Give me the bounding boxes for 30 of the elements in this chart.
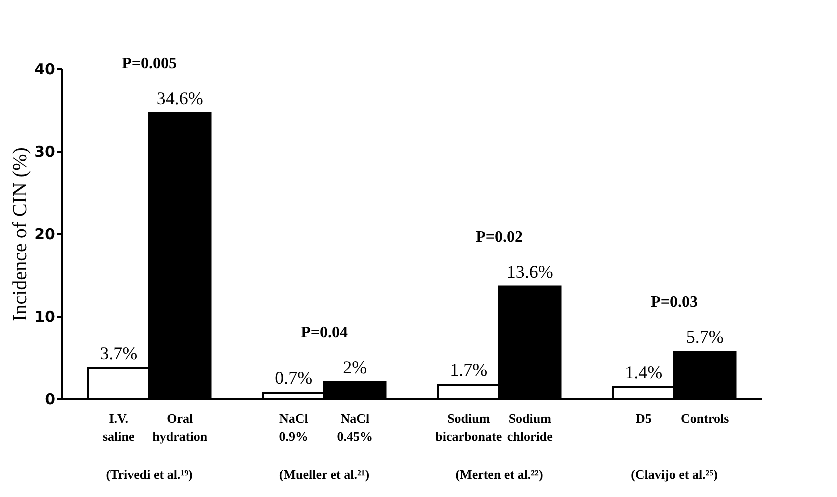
data-label: 3.7% bbox=[100, 343, 138, 364]
data-label: 13.6% bbox=[506, 262, 554, 282]
y-tick-label: 0 bbox=[45, 390, 56, 408]
x-tick-label: NaCl 0.9% bbox=[279, 411, 309, 444]
x-tick-label: Sodium bicarbonate bbox=[436, 411, 502, 444]
text: (Trivedi et al.¹⁹) bbox=[106, 467, 193, 482]
data-label: 1.7% bbox=[450, 360, 488, 380]
y-axis-title: Incidence of CIN (%) bbox=[10, 148, 32, 322]
text: (Merten et al.²²) bbox=[456, 467, 544, 482]
annotation: P=0.04 bbox=[301, 324, 348, 342]
data-label: 5.7% bbox=[686, 326, 724, 347]
data-label: 0.7% bbox=[275, 368, 313, 388]
data-label: 34.6% bbox=[156, 88, 204, 109]
annotation: P=0.005 bbox=[122, 56, 177, 73]
x-tick-label: Oral hydration bbox=[152, 411, 208, 444]
data-label: 2% bbox=[343, 358, 368, 378]
y-tick-label: 30 bbox=[34, 143, 56, 161]
annotation: P=0.03 bbox=[651, 294, 698, 311]
annotation: P=0.02 bbox=[476, 228, 523, 246]
x-tick-label: Sodium chloride bbox=[507, 411, 554, 444]
x-tick-label: Controls bbox=[681, 411, 730, 426]
y-tick-label: 20 bbox=[34, 226, 56, 244]
y-tick-label: 10 bbox=[34, 308, 56, 326]
x-tick-label: D5 bbox=[636, 411, 652, 426]
x-tick-label: NaCl 0.45% bbox=[337, 411, 373, 444]
data-label: 1.4% bbox=[625, 362, 663, 382]
text: (Clavijo et al.²⁵) bbox=[631, 467, 718, 482]
x-tick-label: I.V. saline bbox=[102, 411, 135, 444]
text: (Mueller et al.²¹) bbox=[279, 467, 370, 482]
y-tick-label: 40 bbox=[34, 60, 56, 78]
